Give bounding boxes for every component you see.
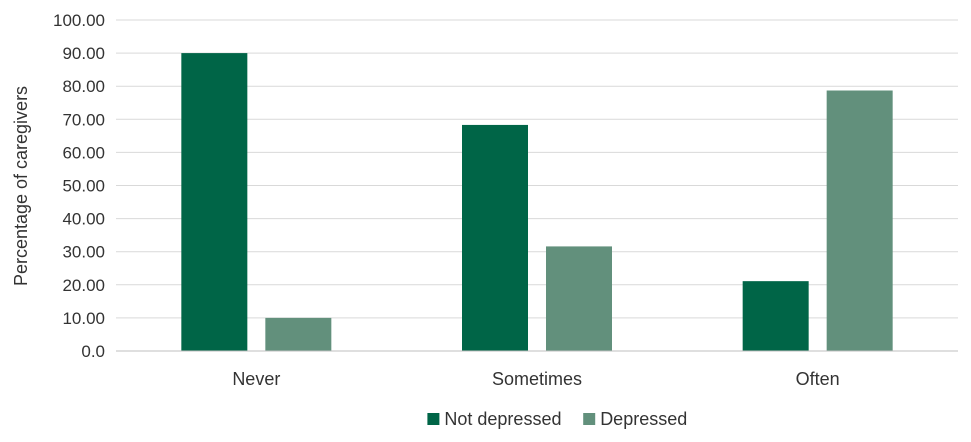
y-tick-label: 100.00 xyxy=(53,11,105,30)
y-tick-label: 40.00 xyxy=(62,210,105,229)
bar-not-depressed xyxy=(742,281,809,351)
bar-depressed xyxy=(546,246,612,351)
gridlines xyxy=(116,19,958,319)
y-tick-label: 10.00 xyxy=(62,309,105,328)
legend: Not depressed Depressed xyxy=(427,409,687,429)
x-axis: Never Sometimes Often xyxy=(116,350,958,389)
legend-swatch xyxy=(583,413,596,425)
y-tick-label: 80.00 xyxy=(62,77,105,96)
x-tick-label: Sometimes xyxy=(492,369,582,389)
legend-swatch xyxy=(427,413,440,425)
x-tick-label: Often xyxy=(796,369,840,389)
y-tick-label: 30.00 xyxy=(62,243,105,262)
bar-not-depressed xyxy=(462,124,528,351)
y-tick-label: 90.00 xyxy=(62,44,105,63)
bar-not-depressed xyxy=(181,53,248,351)
legend-label: Not depressed xyxy=(444,409,561,429)
bar-depressed xyxy=(826,90,893,352)
y-axis-title: Percentage of caregivers xyxy=(11,86,31,286)
y-tick-label: 70.00 xyxy=(62,110,105,129)
bar-depressed xyxy=(265,317,332,351)
y-tick-label: 0.0 xyxy=(81,342,105,361)
y-tick-label: 50.00 xyxy=(62,177,105,196)
bars xyxy=(181,53,893,352)
x-tick-label: Never xyxy=(232,369,280,389)
legend-label: Depressed xyxy=(600,409,687,429)
y-tick-label: 60.00 xyxy=(62,143,105,162)
y-tick-label: 20.00 xyxy=(62,276,105,295)
y-axis-ticks: 0.0 10.00 20.00 30.00 40.00 50.00 60.00 70.00 80… xyxy=(53,11,105,361)
